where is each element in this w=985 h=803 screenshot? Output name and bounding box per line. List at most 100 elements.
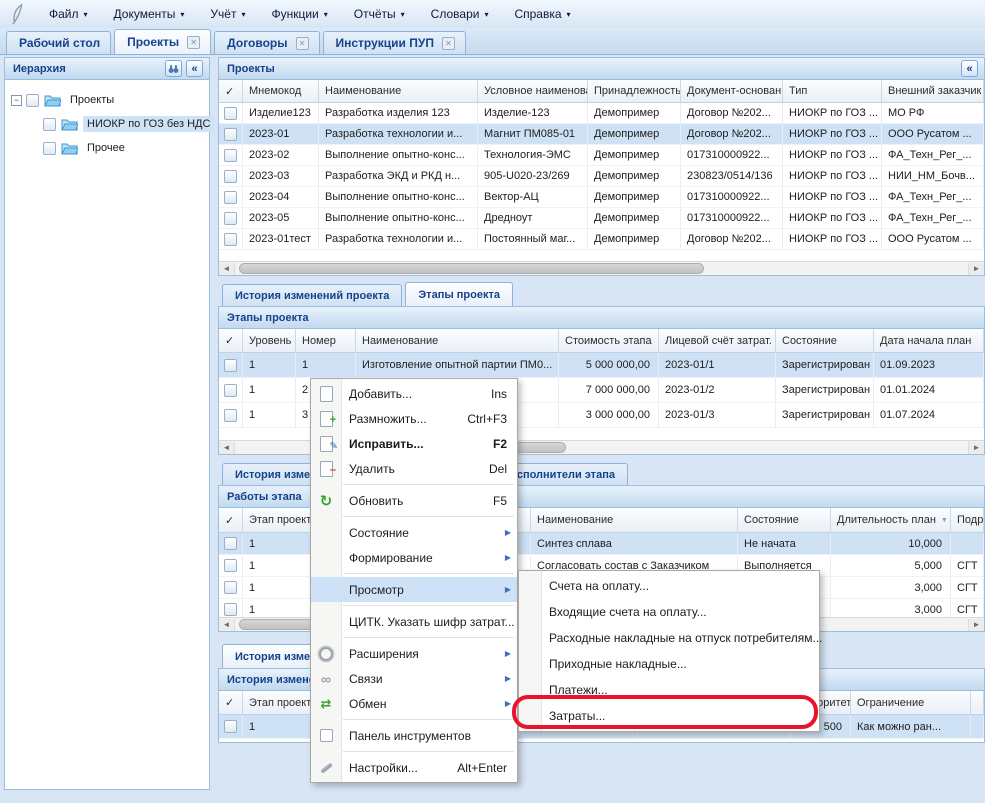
column-header[interactable]: Документ-основан: [681, 80, 783, 102]
column-header[interactable]: Мнемокод: [243, 80, 319, 102]
table-row[interactable]: 1 1 Изготовление опытной партии ПМ0... 5 00…: [219, 353, 984, 378]
column-header[interactable]: Уровень: [243, 329, 296, 352]
binoculars-icon[interactable]: [165, 60, 182, 77]
column-header[interactable]: Подр: [951, 508, 984, 532]
close-icon[interactable]: ✕: [441, 36, 455, 50]
table-row[interactable]: 2023-05 Выполнение опытно-конс... Дредноут…: [219, 208, 984, 229]
column-header[interactable]: ✓: [219, 80, 243, 102]
menu-item[interactable]: Обновить F5: [311, 488, 517, 513]
scroll-left-icon[interactable]: ◄: [219, 619, 235, 631]
column-header[interactable]: ✓: [219, 691, 243, 714]
column-header[interactable]: Внешний заказчик: [882, 80, 984, 102]
menu-item[interactable]: Счета на оплату...: [519, 573, 819, 599]
menu-item[interactable]: Формирование ▶: [311, 545, 517, 570]
tab-stage-executors[interactable]: Исполнители этапа: [495, 463, 628, 485]
collapse-node-icon[interactable]: −: [11, 94, 22, 106]
scroll-right-icon[interactable]: ►: [968, 619, 984, 631]
menu-item[interactable]: Обмен ▶: [311, 691, 517, 716]
scroll-right-icon[interactable]: ►: [968, 442, 984, 454]
collapse-icon[interactable]: «: [186, 60, 203, 77]
menu-item[interactable]: Размножить... Ctrl+F3: [311, 406, 517, 431]
column-header[interactable]: Номер: [296, 329, 356, 352]
row-checkbox[interactable]: [219, 533, 243, 554]
tab-contracts[interactable]: Договоры ✕: [214, 31, 320, 54]
table-row[interactable]: 2023-03 Разработка ЭКД и РКД н... 905-U020…: [219, 166, 984, 187]
table-row[interactable]: 2023-01тест Разработка технологии и... Пос…: [219, 229, 984, 250]
column-header[interactable]: Ограничение: [851, 691, 971, 714]
column-header[interactable]: ✓: [219, 508, 243, 532]
menubar-item-documents[interactable]: Документы ▾: [101, 3, 198, 25]
menu-item[interactable]: Исправить... F2: [311, 431, 517, 456]
column-header[interactable]: Состояние: [776, 329, 874, 352]
column-header[interactable]: Длительность план ▼: [831, 508, 951, 532]
menu-item[interactable]: Затраты...: [519, 703, 819, 729]
scroll-right-icon[interactable]: ►: [968, 263, 984, 275]
collapse-icon[interactable]: «: [961, 60, 978, 77]
menubar-item-accounting[interactable]: Учёт ▾: [197, 3, 258, 25]
menu-item[interactable]: Просмотр ▶: [311, 577, 517, 602]
row-checkbox[interactable]: [219, 208, 243, 228]
column-header[interactable]: Наименование: [319, 80, 478, 102]
column-header[interactable]: Тип: [783, 80, 882, 102]
tree-node-other[interactable]: Прочее: [11, 136, 205, 160]
menu-item[interactable]: Добавить... Ins: [311, 381, 517, 406]
close-icon[interactable]: ✕: [187, 35, 201, 49]
row-checkbox[interactable]: [219, 599, 243, 620]
close-icon[interactable]: ✕: [295, 36, 309, 50]
menu-item[interactable]: Настройки... Alt+Enter: [311, 755, 517, 780]
menubar-item-file[interactable]: Файл ▾: [36, 3, 101, 25]
row-checkbox[interactable]: [219, 166, 243, 186]
menu-item[interactable]: Панель инструментов: [311, 723, 517, 748]
tree-node-niokr[interactable]: НИОКР по ГОЗ без НДС: [11, 112, 215, 136]
row-checkbox[interactable]: [219, 715, 243, 738]
tree-node-projects[interactable]: − Проекты: [11, 88, 205, 112]
tab-project-history[interactable]: История изменений проекта: [222, 284, 403, 306]
column-header[interactable]: [461, 508, 531, 532]
table-row[interactable]: 2023-04 Выполнение опытно-конс... Вектор-А…: [219, 187, 984, 208]
tab-instructions[interactable]: Инструкции ПУП ✕: [322, 31, 466, 54]
menu-item[interactable]: Расходные накладные на отпуск потребител…: [519, 625, 823, 651]
column-header[interactable]: Состояние: [738, 508, 831, 532]
tree-checkbox[interactable]: [43, 141, 56, 155]
horizontal-scrollbar[interactable]: ◄ ►: [219, 261, 984, 275]
menu-item[interactable]: Связи ▶: [311, 666, 517, 691]
tab-projects[interactable]: Проекты ✕: [114, 29, 212, 54]
column-header[interactable]: [971, 691, 984, 714]
scroll-left-icon[interactable]: ◄: [219, 442, 235, 454]
menu-item[interactable]: ЦИТК. Указать шифр затрат...: [311, 609, 517, 634]
row-checkbox[interactable]: [219, 555, 243, 576]
tree-checkbox[interactable]: [26, 93, 39, 107]
column-header[interactable]: Наименование: [531, 508, 738, 532]
column-header[interactable]: ✓: [219, 329, 243, 352]
row-checkbox[interactable]: [219, 124, 243, 144]
row-checkbox[interactable]: [219, 403, 243, 427]
menu-item[interactable]: Приходные накладные...: [519, 651, 819, 677]
row-checkbox[interactable]: [219, 577, 243, 598]
row-checkbox[interactable]: [219, 187, 243, 207]
scrollbar-thumb[interactable]: [239, 263, 704, 274]
column-header[interactable]: Дата начала план: [874, 329, 984, 352]
column-header[interactable]: Условное наименова: [478, 80, 588, 102]
menubar-item-reports[interactable]: Отчёты ▾: [341, 3, 418, 25]
menubar-item-help[interactable]: Справка ▾: [501, 3, 583, 25]
column-header[interactable]: Лицевой счёт затрат.: [659, 329, 776, 352]
table-row[interactable]: 2023-02 Выполнение опытно-конс... Технолог…: [219, 145, 984, 166]
table-row[interactable]: Изделие123 Разработка изделия 123 Изделие-…: [219, 103, 984, 124]
tree-checkbox[interactable]: [43, 117, 56, 131]
row-checkbox[interactable]: [219, 103, 243, 123]
menu-item[interactable]: Состояние ▶: [311, 520, 517, 545]
row-checkbox[interactable]: [219, 229, 243, 249]
scroll-left-icon[interactable]: ◄: [219, 263, 235, 275]
menubar-item-dictionaries[interactable]: Словари ▾: [418, 3, 502, 25]
row-checkbox[interactable]: [219, 145, 243, 165]
row-checkbox[interactable]: [219, 378, 243, 402]
column-header[interactable]: Принадлежность: [588, 80, 681, 102]
menu-item[interactable]: Входящие счета на оплату...: [519, 599, 819, 625]
menu-item[interactable]: Расширения ▶: [311, 641, 517, 666]
column-header[interactable]: Стоимость этапа: [559, 329, 659, 352]
menu-item[interactable]: Удалить Del: [311, 456, 517, 481]
menubar-item-functions[interactable]: Функции ▾: [258, 3, 340, 25]
tab-desktop[interactable]: Рабочий стол: [6, 31, 112, 54]
table-row[interactable]: 2023-01 Разработка технологии и... Магнит …: [219, 124, 984, 145]
menu-item[interactable]: Платежи...: [519, 677, 819, 703]
